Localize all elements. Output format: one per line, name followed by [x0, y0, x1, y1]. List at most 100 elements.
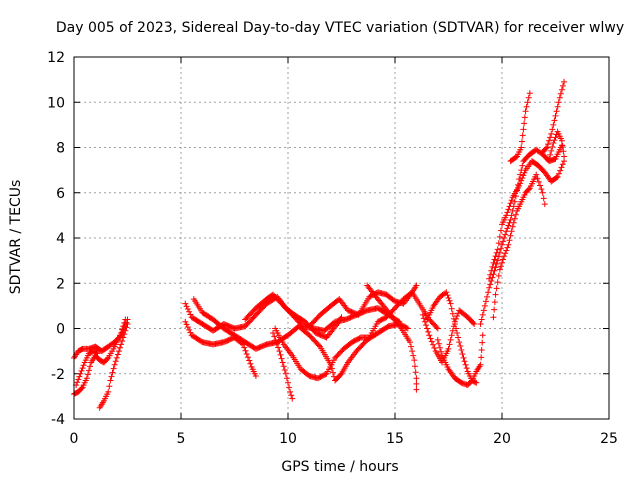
data-point [512, 154, 519, 161]
data-point [495, 253, 502, 260]
series-s15 [434, 332, 486, 389]
data-point [561, 78, 568, 85]
data-point [447, 336, 454, 343]
data-point [525, 94, 532, 101]
grid-lines [74, 57, 609, 419]
data-point [111, 361, 118, 368]
data-point [537, 182, 544, 189]
data-point [427, 335, 434, 342]
data-point [521, 114, 528, 121]
data-point [516, 182, 523, 189]
data-point [93, 349, 100, 356]
data-point [424, 325, 431, 332]
data-point [182, 318, 189, 325]
data-point [454, 313, 461, 320]
data-point [75, 376, 82, 383]
data-point [243, 351, 250, 358]
data-point [455, 334, 462, 341]
data-point [521, 169, 528, 176]
data-point [491, 256, 498, 263]
data-point [122, 316, 129, 323]
data-point [504, 225, 511, 232]
data-point [187, 329, 194, 336]
x-tick-label: 0 [70, 431, 79, 447]
data-point [478, 354, 485, 361]
data-point [533, 171, 540, 178]
data-point [315, 342, 322, 349]
data-point [420, 315, 427, 322]
series-s3 [96, 320, 131, 411]
data-point [551, 117, 558, 124]
data-point [518, 144, 525, 151]
data-point [486, 284, 493, 291]
data-point [490, 271, 497, 278]
data-point [449, 310, 456, 317]
data-point [507, 216, 514, 223]
data-point [76, 373, 83, 380]
data-point [496, 233, 503, 240]
data-point [521, 120, 528, 127]
data-point [115, 348, 122, 355]
x-tick-label: 15 [386, 431, 404, 447]
data-point [242, 347, 249, 354]
data-point [500, 238, 507, 245]
data-point [186, 308, 193, 315]
data-point [512, 211, 519, 218]
data-point [276, 348, 283, 355]
data-point [506, 237, 513, 244]
y-tick-label: 8 [56, 141, 65, 157]
x-tick-label: 25 [600, 431, 618, 447]
data-point [540, 195, 547, 202]
data-point [286, 384, 293, 391]
data-point [409, 348, 416, 355]
data-point [463, 365, 470, 372]
data-point [122, 327, 129, 334]
data-point [406, 339, 413, 346]
data-point [85, 367, 92, 374]
data-point [423, 322, 430, 329]
data-point [558, 137, 565, 144]
data-point [538, 186, 545, 193]
y-tick-label: 4 [56, 231, 65, 247]
data-point [78, 385, 85, 392]
data-point [550, 121, 557, 128]
data-point [501, 235, 508, 241]
data-point [534, 175, 541, 182]
data-point [434, 325, 441, 332]
data-point [184, 306, 191, 313]
x-axis-label: GPS time / hours [281, 459, 398, 475]
data-point [552, 112, 559, 119]
data-point [494, 246, 501, 253]
data-point [403, 324, 410, 331]
data-point [519, 162, 526, 169]
data-point [496, 266, 503, 273]
data-point [494, 257, 501, 264]
data-point [546, 155, 553, 162]
data-point [77, 370, 84, 377]
data-point [87, 363, 94, 370]
data-point [553, 108, 560, 115]
series-s18 [490, 171, 548, 321]
data-point [430, 341, 437, 348]
y-tick-label: -4 [51, 412, 65, 428]
data-point [508, 228, 515, 235]
data-point [445, 294, 452, 301]
data-point [489, 263, 496, 270]
data-point [426, 332, 433, 339]
series-s12 [364, 282, 420, 393]
data-point [182, 300, 189, 307]
data-point [479, 332, 486, 339]
data-point [479, 311, 486, 318]
y-tick-label: 6 [56, 186, 65, 202]
data-point [459, 350, 466, 357]
data-point [478, 346, 485, 353]
data-point [184, 324, 191, 331]
data-point [487, 271, 494, 278]
data-point [495, 272, 502, 279]
data-point [482, 298, 489, 305]
y-tick-label: 10 [47, 95, 65, 111]
data-point [539, 189, 546, 196]
data-point [556, 94, 563, 101]
series-s16 [477, 142, 565, 327]
